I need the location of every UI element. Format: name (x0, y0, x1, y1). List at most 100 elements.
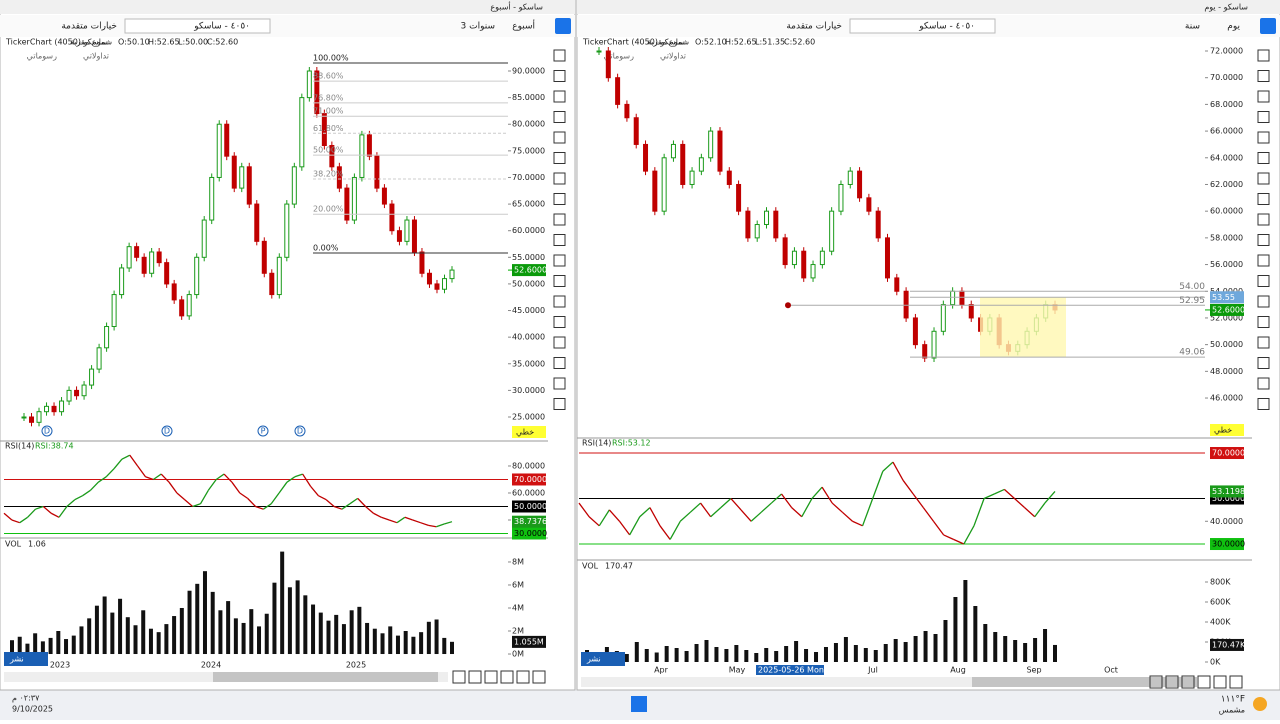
tool-icon[interactable] (553, 398, 566, 410)
options-button[interactable]: خيارات متقدمة (61, 22, 117, 32)
rsi-segment (160, 473, 170, 483)
share-button[interactable] (4, 652, 48, 666)
tool-icon[interactable] (1257, 398, 1270, 410)
zoom-button[interactable] (1213, 675, 1227, 689)
line-label[interactable]: خطي (1214, 426, 1232, 435)
y-tick-label: 60.0000 (512, 226, 545, 235)
tool-icon[interactable] (1257, 193, 1270, 205)
tool-icon[interactable] (1257, 357, 1270, 369)
zoom-button[interactable] (516, 670, 530, 684)
tab[interactable]: تداولاتي (83, 52, 109, 61)
symbol-box[interactable] (849, 18, 996, 34)
tool-icon[interactable] (553, 254, 566, 267)
range-button[interactable]: سنة (1185, 22, 1200, 32)
share-button[interactable] (581, 652, 625, 666)
tool-icon[interactable] (1257, 111, 1270, 123)
event-marker[interactable] (294, 425, 306, 437)
rsi-segment (983, 493, 995, 500)
scrollbar[interactable] (581, 677, 1147, 687)
scroll-thumb[interactable] (972, 677, 1197, 687)
share-label[interactable]: نشر (586, 655, 601, 664)
start-button[interactable] (631, 696, 647, 712)
zoom-button[interactable] (452, 670, 466, 684)
volume-bar (1053, 644, 1057, 662)
zoom-button[interactable] (1165, 675, 1179, 689)
rsi-level-label: 70.0000 (1212, 449, 1245, 458)
tab[interactable]: رسوماتي (27, 52, 57, 61)
period-button[interactable]: أسبوع (512, 20, 535, 32)
tab[interactable]: تداولاتي (660, 52, 686, 61)
symbol-input[interactable]: ٤٠٥٠ - ساسكو (193, 22, 250, 32)
tool-icon[interactable] (553, 111, 566, 123)
volume-bar (395, 635, 400, 655)
line-button[interactable] (1210, 424, 1244, 436)
zoom-button[interactable] (500, 670, 514, 684)
x-tick-label: Aug (950, 666, 966, 675)
tool-icon[interactable] (1257, 213, 1270, 226)
candle (782, 237, 788, 266)
range-button[interactable]: 3 سنوات (461, 22, 495, 32)
tool-icon[interactable] (553, 152, 566, 164)
scroll-thumb[interactable] (213, 672, 438, 682)
tool-icon[interactable] (1257, 172, 1270, 185)
event-marker[interactable] (257, 425, 269, 437)
rsi-segment (325, 499, 335, 507)
tool-icon[interactable] (553, 377, 566, 390)
tool-icon[interactable] (553, 90, 566, 103)
tool-icon[interactable] (553, 213, 566, 226)
options-button[interactable]: خيارات متقدمة (786, 22, 842, 32)
tool-icon[interactable] (553, 172, 566, 185)
symbol-input[interactable]: ٤٠٥٠ - ساسكو (918, 22, 975, 32)
zoom-button[interactable] (1197, 675, 1211, 689)
volume-bar (40, 641, 45, 655)
tool-icon[interactable] (1257, 49, 1270, 62)
zoom-button[interactable] (1149, 675, 1163, 689)
tool-icon[interactable] (1257, 152, 1270, 164)
symbol-box[interactable] (124, 18, 271, 34)
tool-icon[interactable] (553, 357, 566, 369)
tab[interactable]: رسوماتي (604, 52, 634, 61)
zoom-button[interactable] (468, 670, 482, 684)
tool-icon[interactable] (553, 131, 566, 144)
tool-icon[interactable] (1257, 316, 1270, 328)
tool-icon[interactable] (553, 193, 566, 205)
rsi-segment (255, 505, 264, 510)
tool-icon[interactable] (553, 234, 566, 246)
tool-icon[interactable] (1257, 254, 1270, 267)
tool-icon[interactable] (1257, 275, 1270, 287)
zoom-button[interactable] (484, 670, 498, 684)
tool-icon[interactable] (553, 70, 566, 82)
tool-icon[interactable] (553, 295, 566, 308)
tool-icon[interactable] (553, 336, 566, 349)
share-label[interactable]: نشر (9, 655, 24, 664)
tool-icon[interactable] (1257, 70, 1270, 82)
volume-bar (64, 639, 69, 655)
line-label[interactable]: خطي (516, 428, 534, 437)
tool-icon[interactable] (1257, 131, 1270, 144)
draw-button[interactable] (555, 18, 571, 34)
window (576, 0, 1280, 691)
rsi-segment (294, 473, 303, 478)
tool-icon[interactable] (1257, 336, 1270, 349)
volume-bar (784, 646, 789, 662)
tool-icon[interactable] (1257, 234, 1270, 246)
tool-icon[interactable] (553, 49, 566, 62)
tool-icon[interactable] (1257, 377, 1270, 390)
candle (922, 344, 928, 359)
last-price-label: 52.6000 (1212, 305, 1245, 314)
draw-button[interactable] (1260, 18, 1276, 34)
tool-icon[interactable] (553, 316, 566, 328)
zoom-button[interactable] (1229, 675, 1243, 689)
event-label: D (297, 427, 303, 436)
zoom-button[interactable] (1181, 675, 1195, 689)
period-button[interactable]: يوم (1227, 22, 1240, 32)
fib-label: 61.80% (313, 124, 344, 133)
line-button[interactable] (512, 426, 546, 438)
tool-icon[interactable] (1257, 295, 1270, 308)
event-marker[interactable] (161, 425, 173, 437)
event-marker[interactable] (41, 425, 53, 437)
tool-icon[interactable] (1257, 90, 1270, 103)
tool-icon[interactable] (553, 275, 566, 287)
candle (344, 187, 350, 221)
zoom-button[interactable] (532, 670, 546, 684)
